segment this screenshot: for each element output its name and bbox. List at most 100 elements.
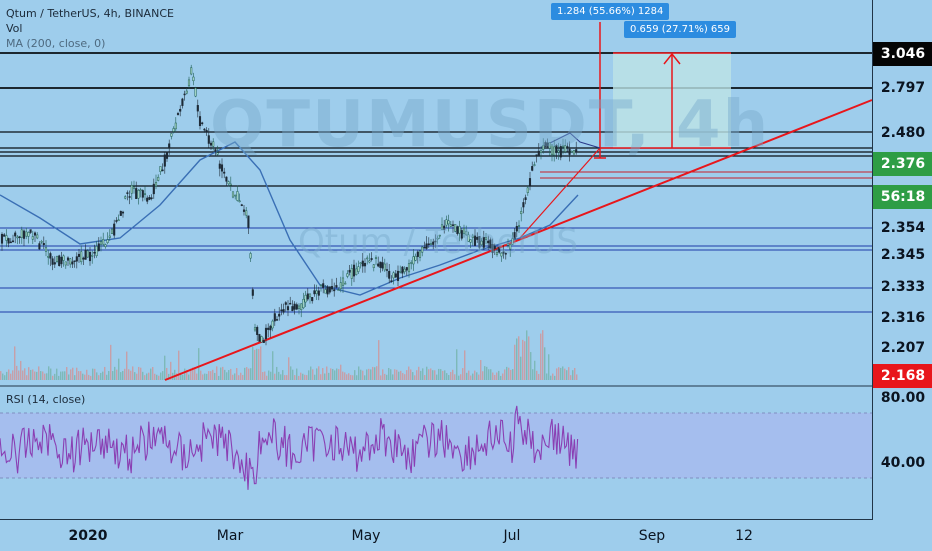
volume-bar (14, 346, 16, 380)
candle-body (304, 294, 307, 303)
candle-body (201, 122, 204, 125)
candle-body (555, 145, 558, 153)
volume-bar (340, 364, 342, 380)
ma-indicator-label[interactable]: MA (200, close, 0) (6, 37, 106, 50)
volume-bar (292, 369, 294, 380)
candle-body (115, 220, 118, 222)
candle-body (93, 251, 96, 254)
candle-body (102, 239, 105, 245)
candle-body (326, 286, 329, 295)
candle-body (465, 231, 468, 236)
rsi-axis-label-80: 80.00 (880, 390, 926, 406)
candle-body (75, 256, 78, 262)
candle-body (88, 251, 92, 262)
volume-bar (476, 372, 478, 380)
volume-bar (162, 371, 164, 380)
volume-bar (546, 373, 548, 380)
candle-body (355, 268, 358, 275)
volume-bar (30, 369, 32, 380)
candle-body (36, 234, 39, 239)
volume-bar (28, 367, 30, 380)
candle-body (130, 184, 133, 194)
volume-bar (250, 368, 252, 380)
volume-bar (260, 346, 262, 380)
pennant (539, 132, 601, 149)
candle-body (163, 154, 166, 167)
candle-body (282, 309, 285, 313)
candle-body (150, 197, 153, 200)
candle-body (372, 264, 375, 268)
volume-bar (352, 375, 354, 380)
horizontal-levels (0, 52, 872, 313)
volume-bar (226, 372, 228, 380)
candle-body (203, 128, 206, 131)
candle-body (238, 200, 241, 203)
volume-bar (128, 369, 130, 380)
target-arrow-head (663, 52, 681, 65)
volume-bar (318, 366, 320, 380)
candle-body (337, 289, 340, 291)
price-label: 2.333 (880, 279, 926, 295)
candle-body (18, 236, 21, 238)
candle-body (84, 249, 87, 260)
volume-bar (34, 371, 36, 380)
symbol-title[interactable]: Qtum / TetherUS, 4h, BINANCE (6, 7, 174, 20)
volume-bar (536, 370, 538, 380)
volume-bar (156, 374, 158, 380)
time-axis[interactable]: 2020 Mar May Jul Sep 12 (0, 519, 872, 551)
candle-body (432, 241, 435, 245)
candle-body (484, 237, 488, 240)
price-axis[interactable]: 3.046 2.797 2.480 2.376 56:18 2.354 2.345 2.333… (872, 0, 932, 520)
volume-indicator-label[interactable]: Vol (6, 22, 23, 35)
candle-body (154, 182, 158, 187)
volume-bar (254, 349, 256, 380)
volume-bar (102, 371, 104, 380)
candle-body (445, 219, 448, 226)
volume-bar (2, 373, 4, 380)
candle-body (234, 194, 237, 197)
target-projection (594, 22, 731, 159)
candle-body (392, 272, 395, 279)
volume-bar (358, 366, 360, 380)
candle-body (383, 263, 386, 271)
volume-bar (64, 371, 66, 380)
candle-body (253, 327, 257, 331)
price-label: 2.376 (873, 152, 932, 176)
symbol-watermark: QTUMUSDT, 4h (210, 88, 771, 162)
candle-body (66, 257, 70, 261)
volume-bar (324, 373, 326, 380)
volume-bar (168, 373, 170, 380)
volume-bar (264, 371, 266, 380)
rsi-legend[interactable]: RSI (14, close) (6, 393, 86, 406)
volume-bar (316, 368, 318, 380)
volume-bar (290, 366, 292, 380)
candle-body (520, 211, 523, 215)
volume-bar (116, 369, 118, 380)
rsi-pane (0, 385, 872, 490)
volume-bar (286, 375, 288, 380)
candle-body (317, 290, 320, 296)
volume-bar (404, 374, 406, 380)
rsi-band (0, 413, 872, 478)
volume-bar (174, 369, 176, 380)
candle-body (137, 190, 140, 199)
volume-bar (356, 375, 358, 380)
candle-body (385, 269, 389, 271)
candle-body (414, 255, 417, 261)
volume-bar (566, 370, 568, 380)
candle-body (517, 225, 521, 227)
price-label: 56:18 (873, 185, 932, 209)
volume-bar (366, 369, 368, 380)
volume-bar (428, 369, 430, 380)
volume-bar (550, 375, 552, 380)
candle-body (511, 238, 514, 245)
candle-body (295, 304, 298, 310)
candle-body (181, 98, 184, 106)
candle-body (315, 290, 318, 294)
candle-body (106, 239, 109, 243)
volume-bar (36, 371, 38, 380)
rsi-line (0, 405, 579, 490)
candle-body (322, 283, 325, 288)
volume-bar (310, 366, 312, 380)
